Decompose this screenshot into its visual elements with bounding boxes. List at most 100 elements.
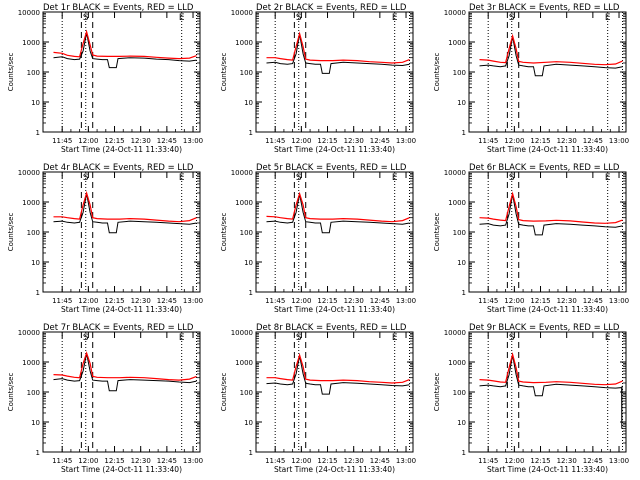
events-series-line <box>479 355 623 429</box>
x-tick-label: 12:45 <box>370 137 390 145</box>
x-tick-label: 13:00 <box>396 457 416 465</box>
time-marker-label: E <box>392 13 398 23</box>
lld-series-line <box>53 351 197 381</box>
plot-frame <box>468 171 627 293</box>
y-tick-label: 10000 <box>18 169 40 177</box>
x-tick-label: 12:15 <box>104 137 124 145</box>
y-axis-label: Counts/sec <box>220 373 228 412</box>
y-tick-label: 1000 <box>22 359 40 367</box>
x-tick-label: 12:30 <box>557 137 577 145</box>
chart-panel: Det 2r BLACK = Events, RED = LLD 1 10 100 10… <box>220 3 416 154</box>
time-marker-label: E <box>605 333 611 343</box>
y-tick-label: 1 <box>36 129 40 137</box>
y-axis-label: Counts/sec <box>433 373 441 412</box>
x-tick-label: 11:45 <box>52 457 72 465</box>
events-series-line <box>53 193 197 234</box>
events-series-line <box>53 353 197 392</box>
x-tick-label: 12:45 <box>583 137 603 145</box>
chart-title: Det 3r BLACK = Events, RED = LLD <box>469 3 620 13</box>
time-marker-label: S <box>83 13 89 23</box>
x-tick-label: 12:00 <box>504 297 524 305</box>
x-tick-label: 12:15 <box>530 297 550 305</box>
x-tick-label: 12:45 <box>370 457 390 465</box>
x-tick-label: 11:45 <box>265 137 285 145</box>
y-tick-label: 1000 <box>235 39 253 47</box>
y-tick-label: 100 <box>240 69 253 77</box>
y-tick-label: 10000 <box>444 9 466 17</box>
x-tick-label: 11:45 <box>478 137 498 145</box>
events-series-line <box>266 34 410 74</box>
chart-title: Det 6r BLACK = Events, RED = LLD <box>469 163 620 173</box>
y-tick-label: 100 <box>240 229 253 237</box>
x-tick-label: 11:45 <box>265 457 285 465</box>
y-tick-label: 10000 <box>444 329 466 337</box>
x-tick-label: 12:30 <box>344 457 364 465</box>
plot-frame <box>468 331 627 453</box>
x-tick-label: 11:45 <box>478 297 498 305</box>
x-tick-label: 13:00 <box>183 137 203 145</box>
x-tick-label: 11:45 <box>52 297 72 305</box>
lld-series-line <box>266 353 410 384</box>
x-axis-label: Start Time (24-Oct-11 11:33:40) <box>61 465 182 474</box>
events-series-line <box>53 32 197 69</box>
time-marker-label: S <box>509 333 515 343</box>
x-axis-label: Start Time (24-Oct-11 11:33:40) <box>274 305 395 314</box>
x-tick-label: 12:30 <box>131 297 151 305</box>
x-tick-label: 11:45 <box>52 137 72 145</box>
time-marker-label: E <box>392 333 398 343</box>
y-tick-label: 10000 <box>231 329 253 337</box>
y-axis-label: Counts/sec <box>7 373 15 412</box>
plot-frame <box>42 331 201 453</box>
x-tick-label: 13:00 <box>609 297 629 305</box>
y-tick-label: 10 <box>31 99 40 107</box>
x-tick-label: 12:00 <box>291 297 311 305</box>
lld-series-line <box>479 351 623 386</box>
y-tick-label: 1 <box>249 289 253 297</box>
y-tick-label: 1000 <box>448 39 466 47</box>
x-tick-label: 12:00 <box>504 137 524 145</box>
y-axis-label: Counts/sec <box>220 213 228 252</box>
time-marker-label: E <box>392 173 398 183</box>
y-tick-label: 1000 <box>22 39 40 47</box>
y-tick-label: 10 <box>31 259 40 267</box>
y-tick-label: 10000 <box>18 329 40 337</box>
time-marker-label: E <box>179 173 185 183</box>
chart-title: Det 8r BLACK = Events, RED = LLD <box>256 323 407 333</box>
x-tick-label: 13:00 <box>183 297 203 305</box>
lld-series-line <box>266 191 410 223</box>
x-tick-label: 12:15 <box>317 297 337 305</box>
x-tick-label: 12:00 <box>504 457 524 465</box>
x-tick-label: 12:15 <box>104 297 124 305</box>
x-axis-label: Start Time (24-Oct-11 11:33:40) <box>487 465 608 474</box>
plot-frame <box>42 171 201 293</box>
x-tick-label: 12:15 <box>104 457 124 465</box>
x-axis-label: Start Time (24-Oct-11 11:33:40) <box>274 145 395 154</box>
x-tick-label: 12:45 <box>370 297 390 305</box>
y-tick-label: 100 <box>27 229 40 237</box>
chart-panel: Det 7r BLACK = Events, RED = LLD 1 10 100 10… <box>7 323 203 474</box>
chart-panel: Det 8r BLACK = Events, RED = LLD 1 10 100 10… <box>220 323 416 474</box>
plot-frame <box>42 11 201 133</box>
events-series-line <box>266 355 410 395</box>
x-tick-label: 12:45 <box>157 297 177 305</box>
y-axis-label: Counts/sec <box>7 53 15 92</box>
y-tick-label: 100 <box>240 389 253 397</box>
x-tick-label: 12:00 <box>78 457 98 465</box>
y-tick-label: 1000 <box>22 199 40 207</box>
y-axis-label: Counts/sec <box>220 53 228 92</box>
x-tick-label: 12:30 <box>557 457 577 465</box>
chart-panel: Det 5r BLACK = Events, RED = LLD 1 10 100 10… <box>220 163 416 314</box>
y-tick-label: 1 <box>249 129 253 137</box>
x-tick-label: 13:00 <box>609 457 629 465</box>
x-tick-label: 12:15 <box>317 137 337 145</box>
y-axis-label: Counts/sec <box>7 213 15 252</box>
y-tick-label: 10 <box>457 259 466 267</box>
plot-frame <box>468 11 627 133</box>
chart-title: Det 2r BLACK = Events, RED = LLD <box>256 3 407 13</box>
x-tick-label: 12:30 <box>344 137 364 145</box>
y-tick-label: 1 <box>36 449 40 457</box>
chart-title: Det 9r BLACK = Events, RED = LLD <box>469 323 620 333</box>
time-marker-label: S <box>83 333 89 343</box>
lld-series-line <box>479 191 623 224</box>
